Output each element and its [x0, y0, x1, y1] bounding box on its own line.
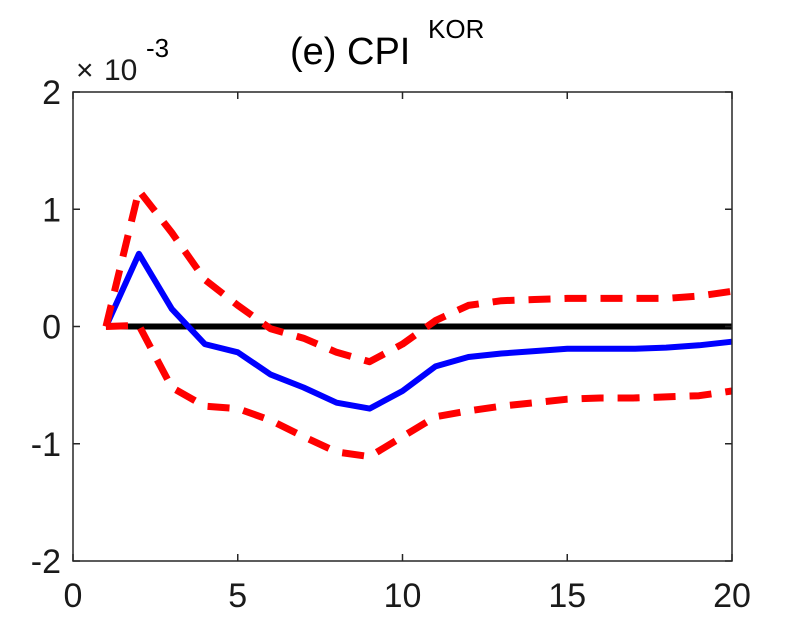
axis-exponent-label: × 10 -3 — [76, 33, 169, 87]
y-tick-label: -2 — [31, 543, 61, 581]
response-line — [103, 250, 733, 412]
exponent-base: 10 — [104, 54, 137, 87]
upper-band-line — [102, 187, 733, 366]
y-tick-label: 1 — [42, 191, 61, 229]
x-tick-label: 5 — [228, 577, 247, 615]
x-tick-label: 20 — [713, 577, 751, 615]
x-tick-label: 15 — [548, 577, 586, 615]
exponent-prefix: × — [76, 54, 94, 87]
y-tick-label: 2 — [42, 74, 61, 112]
x-tick-label: 0 — [64, 577, 83, 615]
y-tick-label: 0 — [42, 309, 61, 347]
exponent-power: -3 — [146, 33, 169, 63]
chart-title-main: (e) CPI — [290, 31, 410, 73]
axes: 0 5 10 15 20 -2 -1 0 1 2 — [31, 74, 751, 615]
y-tick-label: -1 — [31, 426, 61, 464]
chart-title-superscript: KOR — [428, 14, 484, 44]
chart-title: (e) CPI KOR — [290, 14, 484, 73]
lower-band-line — [105, 321, 733, 461]
x-tick-label: 10 — [384, 577, 422, 615]
plot-area — [102, 187, 733, 461]
